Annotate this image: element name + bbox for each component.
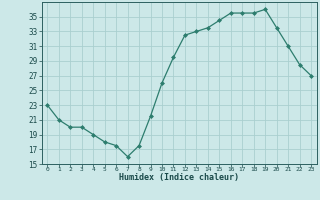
X-axis label: Humidex (Indice chaleur): Humidex (Indice chaleur)	[119, 173, 239, 182]
